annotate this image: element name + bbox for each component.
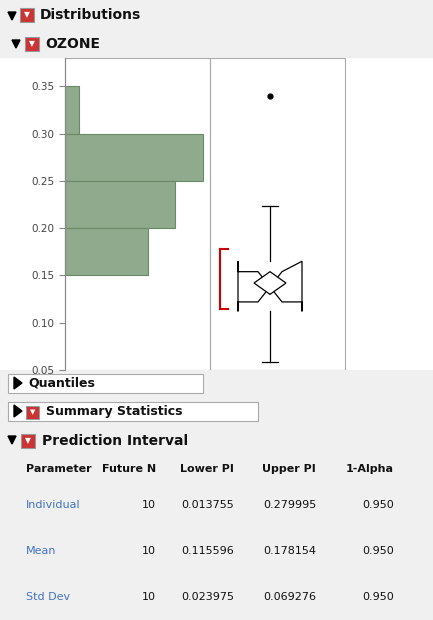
Text: Individual: Individual [26,500,81,510]
FancyBboxPatch shape [25,37,39,51]
FancyBboxPatch shape [26,406,39,419]
Text: 10: 10 [142,500,156,510]
Text: 1-Alpha: 1-Alpha [346,464,394,474]
Text: 0.178154: 0.178154 [263,546,316,556]
Text: Mean: Mean [26,546,56,556]
Bar [65,181,175,228]
Bar [65,58,345,370]
Polygon shape [14,377,22,389]
Bar [65,134,203,181]
Text: 0.950: 0.950 [362,592,394,602]
Text: Summary Statistics: Summary Statistics [46,405,182,419]
Bar [65,86,79,134]
FancyBboxPatch shape [8,374,203,393]
Text: Std Dev: Std Dev [26,592,70,602]
FancyBboxPatch shape [20,8,34,22]
Polygon shape [14,405,22,417]
Polygon shape [238,261,302,311]
Text: Upper PI: Upper PI [262,464,316,474]
Text: 10: 10 [142,592,156,602]
Polygon shape [12,40,20,48]
Bar [65,228,148,275]
Text: Prediction Interval: Prediction Interval [42,434,188,448]
Text: 0.023975: 0.023975 [181,592,234,602]
Text: Future N: Future N [102,464,156,474]
Text: Distributions: Distributions [40,8,141,22]
Text: 0.950: 0.950 [362,500,394,510]
Text: Lower PI: Lower PI [180,464,234,474]
Text: ▼: ▼ [24,11,30,19]
Text: 0.069276: 0.069276 [263,592,316,602]
Text: ▼: ▼ [30,409,35,415]
Text: ▼: ▼ [29,40,35,48]
Text: Parameter: Parameter [26,464,92,474]
Text: Quantiles: Quantiles [28,376,95,389]
Polygon shape [254,272,286,294]
FancyBboxPatch shape [21,434,35,448]
Text: 0.279995: 0.279995 [263,500,316,510]
Polygon shape [8,12,16,20]
Text: 0.013755: 0.013755 [181,500,234,510]
Polygon shape [8,436,16,444]
Text: 10: 10 [142,546,156,556]
Text: 0.115596: 0.115596 [181,546,234,556]
Text: OZONE: OZONE [45,37,100,51]
Text: 0.950: 0.950 [362,546,394,556]
FancyBboxPatch shape [8,402,258,421]
Text: ▼: ▼ [25,436,31,446]
